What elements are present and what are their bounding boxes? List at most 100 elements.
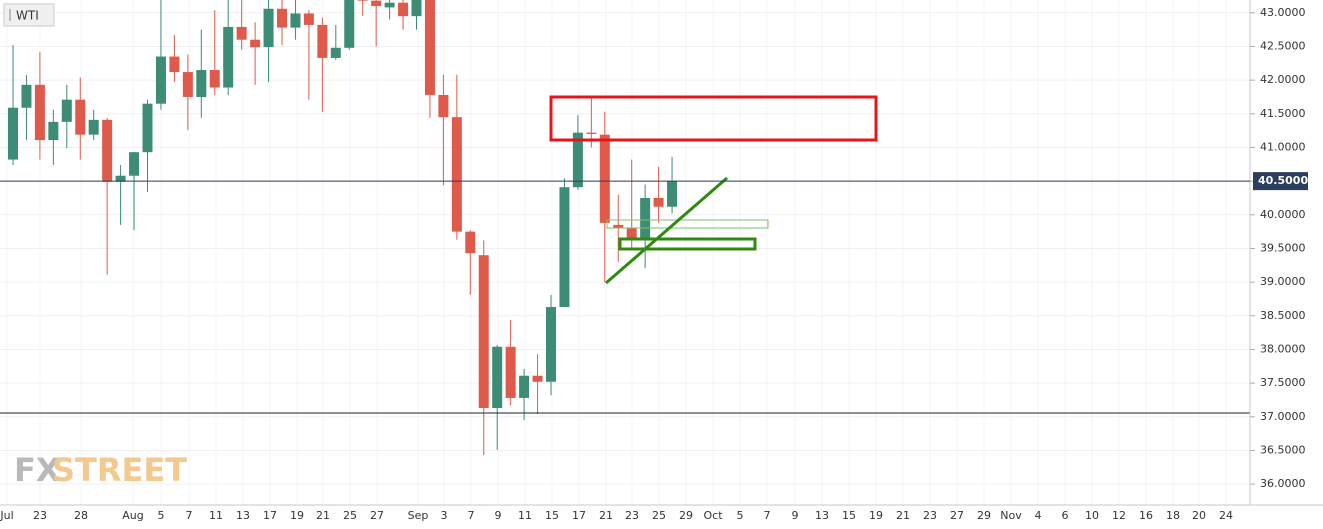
candle-body (532, 375, 543, 382)
zone-box (606, 219, 769, 229)
x-tick-label: 21 (896, 509, 910, 522)
x-tick-label: 21 (316, 509, 330, 522)
candle-body (371, 0, 382, 7)
candle-body (398, 2, 409, 17)
x-tick-label: 12 (1112, 509, 1126, 522)
candle-body (572, 132, 583, 188)
candle-body (21, 84, 32, 108)
candle-body (357, 0, 368, 1)
candle-body (8, 107, 18, 160)
candle-body (546, 307, 556, 382)
x-tick-label: Jul (0, 509, 14, 522)
x-tick-label: 29 (977, 509, 991, 522)
candle-body (478, 255, 489, 409)
candle-body (277, 8, 287, 28)
x-tick-label: 11 (209, 509, 223, 522)
y-tick-label: 41.0000 (1260, 140, 1306, 153)
x-tick-label: 3 (441, 509, 448, 522)
candle-body (411, 0, 422, 17)
x-tick-label: Aug (122, 509, 143, 522)
x-tick-label: 10 (1085, 509, 1099, 522)
candle-body (142, 103, 153, 153)
candle-body (505, 346, 516, 398)
x-tick-label: 23 (923, 509, 937, 522)
x-tick-label: 21 (599, 509, 613, 522)
y-tick-label: 37.5000 (1260, 376, 1306, 389)
candle-body (465, 231, 476, 254)
candle-body (640, 197, 651, 240)
y-tick-label: 38.5000 (1260, 309, 1306, 322)
last-price-box (1253, 172, 1308, 191)
candle-body (263, 8, 274, 48)
candle-body (250, 39, 261, 48)
x-tick-label: 13 (236, 509, 250, 522)
candle-body (34, 84, 45, 141)
candle-body (169, 56, 180, 73)
candle-body (451, 117, 462, 232)
candle-body (88, 119, 99, 135)
y-tick-label: 36.5000 (1260, 443, 1306, 456)
x-tick-label: 15 (842, 509, 856, 522)
y-tick-label: 43.0000 (1260, 6, 1306, 19)
x-tick-label: 27 (370, 509, 384, 522)
watermark: STREET (52, 451, 187, 489)
candle-body (290, 13, 301, 28)
y-tick-label: 38.0000 (1260, 342, 1306, 355)
candle-body (344, 0, 355, 48)
candle-body (492, 346, 503, 409)
candle-body (653, 197, 664, 207)
y-tick-label: 39.5000 (1260, 241, 1306, 254)
x-tick-label: 16 (1139, 509, 1153, 522)
x-tick-label: 9 (495, 509, 502, 522)
x-tick-label: 5 (737, 509, 744, 522)
candle-body (559, 187, 570, 308)
x-tick-label: 5 (158, 509, 165, 522)
y-tick-label: 40.0000 (1260, 208, 1306, 221)
x-tick-label: 7 (764, 509, 771, 522)
candle-body (599, 134, 610, 223)
last-price-label: 40.5000 (1258, 174, 1308, 187)
x-tick-label: 4 (1035, 509, 1042, 522)
x-tick-label: 27 (950, 509, 964, 522)
trend-line (605, 176, 728, 285)
y-tick-label: 37.0000 (1260, 410, 1306, 423)
y-tick-label: 41.5000 (1260, 107, 1306, 120)
candle-body (155, 56, 166, 104)
x-tick-label: 17 (572, 509, 586, 522)
candle-body (519, 375, 530, 398)
candle-body (115, 175, 126, 182)
x-tick-label: 19 (290, 509, 304, 522)
candle-body (48, 121, 59, 141)
candle-body (613, 224, 624, 229)
candle-body (75, 99, 86, 135)
x-tick-label: 18 (1166, 509, 1180, 522)
candle-body (626, 228, 637, 240)
zone-box (618, 237, 757, 251)
candle-body (384, 2, 395, 8)
x-tick-label: 19 (869, 509, 883, 522)
x-tick-label: 25 (343, 509, 357, 522)
resistance-box (549, 95, 878, 142)
x-tick-label: 29 (679, 509, 693, 522)
y-tick-label: 39.0000 (1260, 275, 1306, 288)
candle-body (102, 119, 113, 182)
x-tick-label: 28 (74, 509, 88, 522)
x-tick-label: 13 (815, 509, 829, 522)
x-tick-label: 23 (33, 509, 47, 522)
y-tick-label: 36.0000 (1260, 477, 1306, 490)
candle-body (317, 24, 328, 58)
x-tick-label: Oct (703, 509, 723, 522)
x-tick-label: 7 (468, 509, 475, 522)
candle-body (424, 0, 435, 95)
x-tick-label: 9 (792, 509, 799, 522)
candle-body (586, 132, 597, 134)
x-tick-label: Sep (408, 509, 429, 522)
candle-body (129, 152, 140, 176)
watermark: FX (14, 451, 61, 489)
candle-body (61, 99, 72, 122)
candle-body (438, 94, 449, 118)
x-tick-label: 6 (1062, 509, 1069, 522)
candle-body (667, 181, 678, 207)
x-tick-label: 24 (1219, 509, 1233, 522)
